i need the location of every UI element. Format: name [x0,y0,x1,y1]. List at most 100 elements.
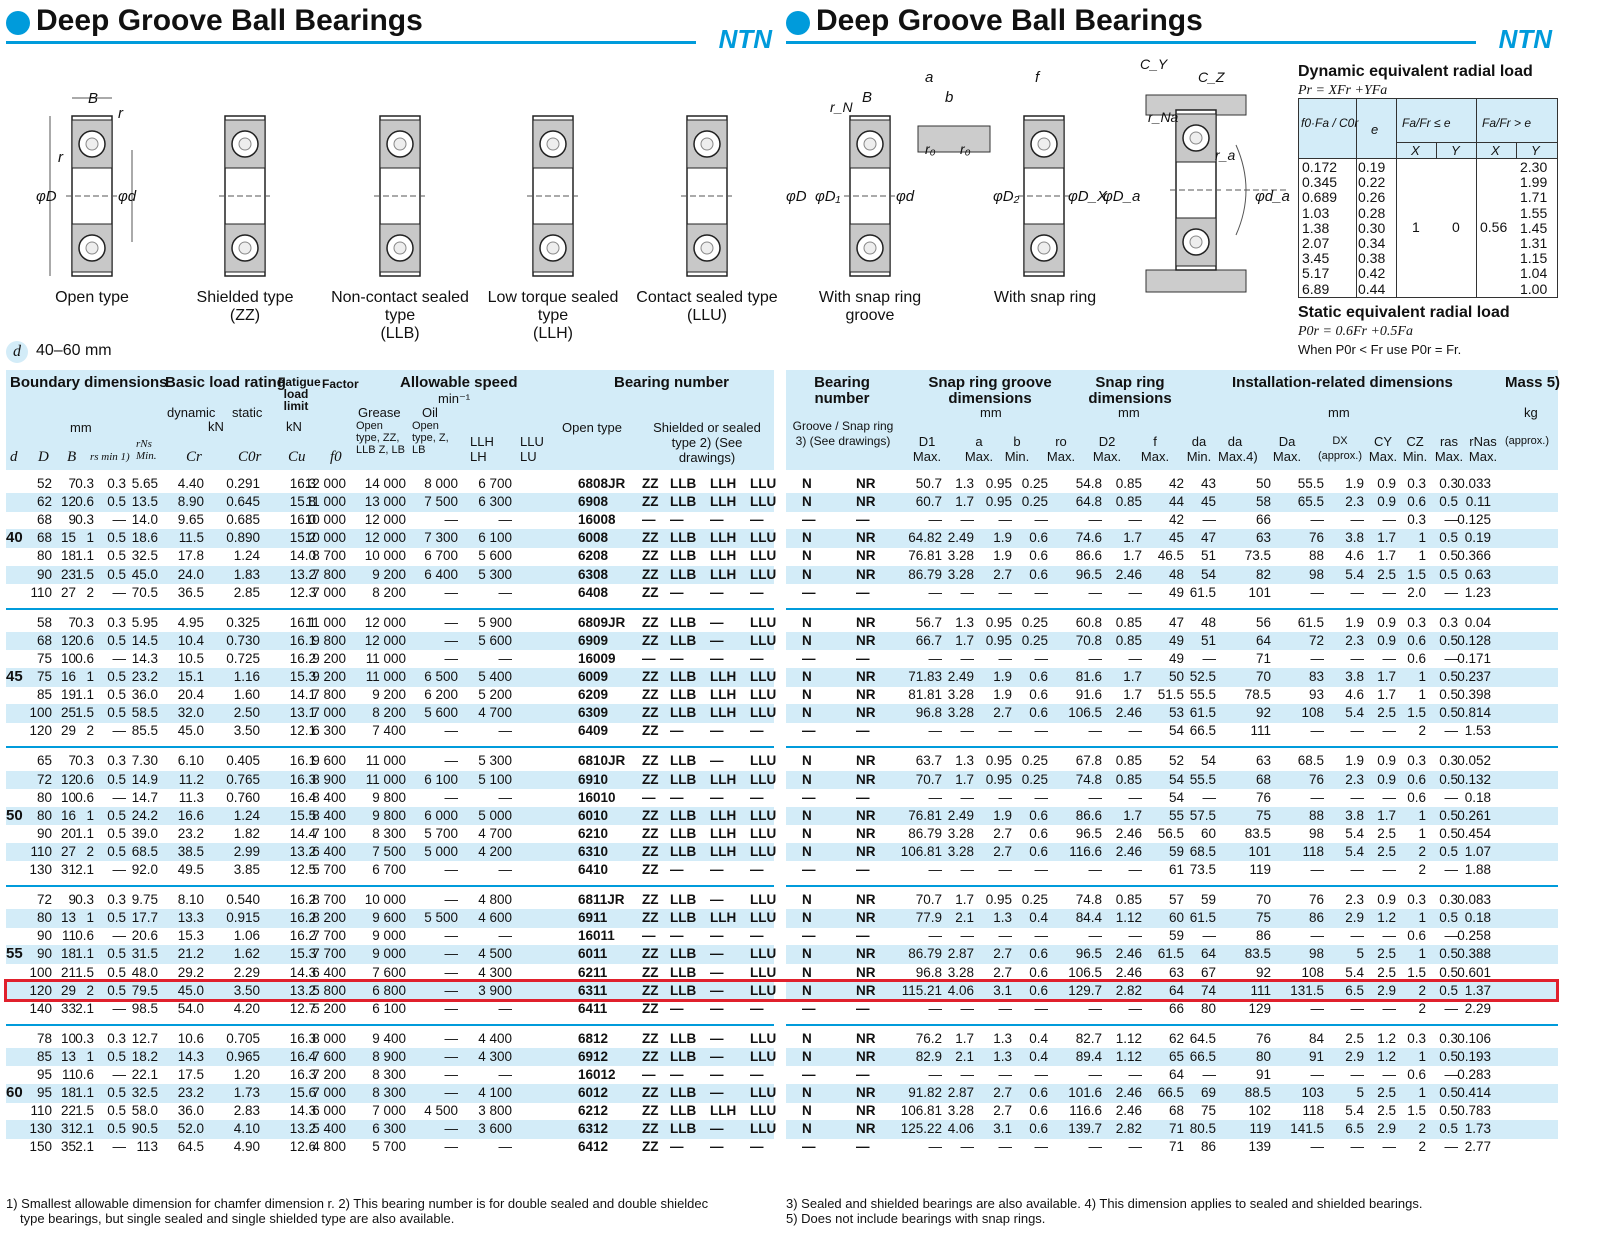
bearing-drawing [374,115,426,277]
cell: — [1350,862,1365,877]
cell: 0.3 [1407,512,1426,528]
cell: 120 [29,723,52,739]
cell: 2.87 [947,946,974,962]
snap-ring-cell: NR [856,1085,876,1101]
cell: 70.7 [915,771,942,787]
snap-ring-cell: N [802,548,812,564]
cell: 11.5 [178,530,204,546]
variant-cell: ZZ [642,1103,659,1119]
cell: 0.890 [226,530,260,546]
cell: 15.2 [289,530,316,546]
variant-cell: LLB [670,494,697,510]
cell: 9 [68,512,76,528]
cell: 7 800 [312,566,346,582]
cell: 22.1 [131,1067,158,1082]
cell: — [1034,723,1049,739]
cell: 2.77 [1464,1139,1491,1155]
cell: 0.25 [1021,494,1048,510]
cell: 0.6 [1029,964,1048,980]
cell: 14.7 [131,789,158,805]
cell: 13 [60,910,76,926]
cell: 2 [86,843,94,859]
cell: 0.3 [75,1030,94,1046]
cell: 3.50 [233,723,260,739]
snap-ring-cell: — [856,584,870,600]
variant-cell: ZZ [642,964,659,980]
cell: 3.28 [947,687,974,703]
cell: 2.3 [1345,892,1364,908]
snap-ring-cell: N [802,669,812,684]
cell: 42 [1168,512,1184,528]
cell: 5 000 [424,843,458,859]
cell: 1.62 [233,946,260,962]
cell: 0.765 [226,771,260,787]
table-row: 90 20 1.1 0.5 39.0 23.2 1.82 14.4 7 100 8 300 5 70… [6,825,776,844]
cell: 86 [1255,928,1271,944]
cell: — [444,1000,459,1016]
cell: 0.6 [1029,825,1048,841]
cell: 54 [1168,789,1184,805]
cell: 6 200 [424,687,458,703]
cell: 71 [1255,650,1271,666]
col-header: DX (approx.) [1318,435,1363,462]
cell: 0.6 [1029,669,1048,684]
snap-ring-cell: NR [856,964,876,980]
table-row: — — — — — — — — 54 66.5 111 — — — 2 — 1.53 [786,722,1558,741]
bearing-designation: 6009 [578,669,609,684]
cell: 0.915 [226,910,260,926]
bearing-designation: 16008 [578,512,616,528]
variant-cell: — [710,1121,724,1137]
cell: — [444,946,459,962]
cell: 7 400 [372,723,406,739]
variant-cell: ZZ [642,1085,659,1101]
variant-cell: LLH [710,843,737,859]
variant-cell: LLU [750,1085,777,1101]
cell: — [112,650,127,666]
cell: 56.5 [1157,825,1184,841]
variant-cell: LLU [750,910,777,926]
cell: — [928,789,943,805]
variant-cell: LLB [670,1030,697,1046]
cell: 0.5 [1439,982,1458,998]
cell: — [498,1000,513,1016]
cell: 1 [86,530,94,546]
bearing-designation: 6008 [578,530,609,546]
table-row: N NR 60.7 1.7 0.95 0.25 64.8 0.85 44 45 58 65.5 2.3 0… [786,493,1558,512]
table-row: 85 19 1.1 0.5 36.0 20.4 1.60 14.1 7 800 9 200 6 20… [6,686,776,705]
cell: 52 [1168,753,1184,769]
variant-cell: ZZ [642,982,659,998]
dim-label-r: r [58,149,63,166]
cell: 6 400 [312,843,346,859]
cell: 93 [1308,687,1324,703]
llu-label: LLU LU [520,434,544,464]
variant-cell: ZZ [642,946,659,962]
snap-groove-bearing-drawing [844,115,896,277]
cell: 5.4 [1345,1103,1364,1119]
cell: — [928,723,943,739]
cell: 5 100 [478,771,512,787]
cell: 0.128 [1457,632,1491,648]
snap-ring-caption: With snap ring [993,289,1097,306]
cell: 6 100 [424,771,458,787]
cell: 10 [60,650,76,666]
cell: 92.0 [131,862,158,877]
cell: 108 [1301,705,1324,721]
x1-value: 1 [1412,219,1420,235]
cell: 32.0 [177,705,204,721]
cell: 3.85 [233,862,260,877]
group-separator [786,607,1558,610]
cell: 32.5 [131,1085,158,1101]
cell: 63 [1168,964,1184,980]
cell: 108 [1301,964,1324,980]
cell: 80 [36,548,52,564]
snap-ring-cell: N [802,494,812,510]
variant-cell: LLU [750,807,777,823]
cell: 2 [1418,723,1426,739]
cell: 58.0 [131,1103,158,1119]
variant-cell: — [710,892,724,908]
cell: 0.6 [1407,771,1426,787]
cell: 90 [36,825,52,841]
cell: — [444,512,459,528]
cell: 13.3 [177,910,204,926]
cell: 0.3 [107,753,126,769]
